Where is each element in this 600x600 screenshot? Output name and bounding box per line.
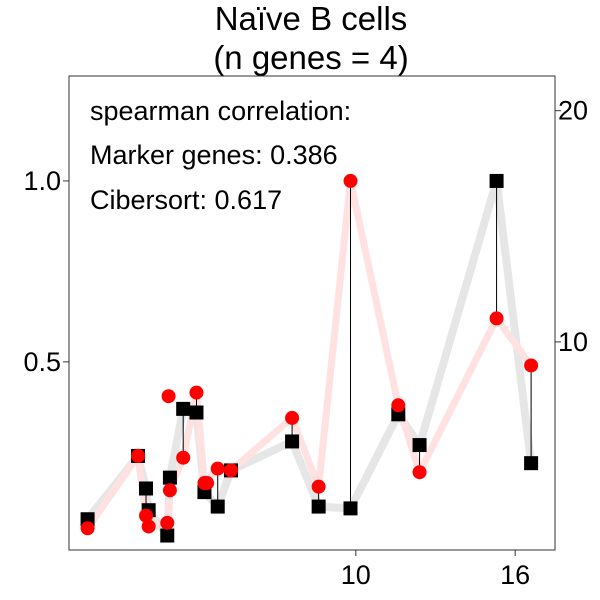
marker-genes-point xyxy=(139,481,154,496)
cibersort-point xyxy=(210,461,225,476)
marker-genes-point xyxy=(189,405,204,420)
x-axis-tick-label: 16 xyxy=(500,560,530,590)
annotation-line-3: Cibersort: 0.617 xyxy=(90,185,282,215)
cibersort-point xyxy=(524,358,539,373)
y-axis-tick-label: 0.5 xyxy=(23,347,61,377)
marker-genes-point xyxy=(343,501,358,516)
marker-genes-point xyxy=(412,438,427,453)
marker-genes-point xyxy=(162,470,177,485)
cibersort-point xyxy=(162,483,177,498)
cibersort-point xyxy=(412,465,427,480)
cibersort-point xyxy=(489,311,504,326)
cibersort-point xyxy=(176,450,191,465)
cibersort-point xyxy=(161,389,176,404)
marker-genes-point xyxy=(160,528,175,543)
marker-genes-point xyxy=(176,401,191,416)
marker-genes-point xyxy=(311,499,326,514)
marker-genes-point xyxy=(489,173,504,188)
marker-genes-point xyxy=(285,434,300,449)
axis-layer: 0.5 1.0 10 20 10 16 xyxy=(23,96,588,590)
cibersort-point xyxy=(80,521,95,536)
marker-genes-point xyxy=(210,499,225,514)
cibersort-point xyxy=(160,515,175,530)
annotation-line-2: Marker genes: 0.386 xyxy=(90,140,338,170)
y2-axis-tick-label: 20 xyxy=(558,96,588,126)
cibersort-point xyxy=(189,385,204,400)
cibersort-point xyxy=(343,173,358,188)
cibersort-point xyxy=(224,463,238,478)
chart-subtitle: (n genes = 4) xyxy=(213,39,408,76)
cibersort-point xyxy=(285,410,300,425)
cibersort-point xyxy=(131,448,146,463)
cibersort-point xyxy=(311,479,326,494)
annotation-line-1: spearman correlation: xyxy=(90,96,351,126)
chart-title: Naïve B cells xyxy=(215,0,408,37)
series-layer xyxy=(80,173,539,543)
cibersort-point xyxy=(391,398,406,413)
x-axis-tick-label: 10 xyxy=(341,560,371,590)
marker-genes-point xyxy=(524,456,539,471)
cibersort-point xyxy=(139,508,154,523)
cibersort-point xyxy=(200,476,215,491)
y-axis-tick-label: 1.0 xyxy=(23,166,61,196)
cibersort-point xyxy=(141,519,156,534)
y2-axis-tick-label: 10 xyxy=(558,327,588,357)
